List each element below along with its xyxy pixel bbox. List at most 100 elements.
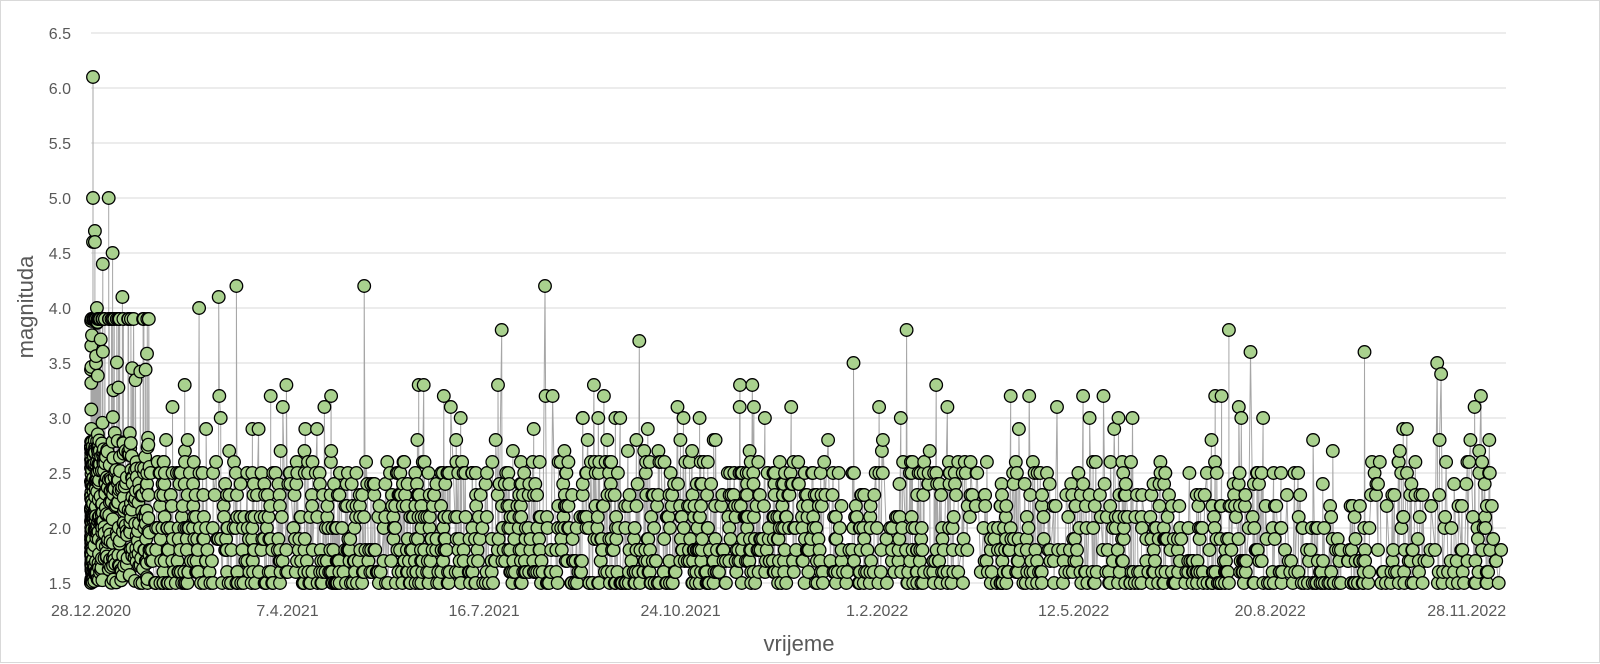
data-point: [1372, 455, 1387, 469]
data-point: [746, 400, 761, 414]
data-point: [791, 477, 806, 491]
data-point: [1486, 532, 1501, 546]
data-point: [141, 312, 156, 326]
data-point: [1048, 499, 1063, 513]
data-point: [1438, 510, 1453, 524]
data-point: [1494, 543, 1509, 557]
data-point: [875, 466, 890, 480]
data-point: [1482, 466, 1497, 480]
data-point: [486, 576, 500, 590]
y-tick-label: 1.5: [49, 576, 71, 593]
data-point: [872, 400, 887, 414]
data-point: [632, 334, 647, 348]
data-point: [1124, 455, 1138, 469]
data-point: [1174, 532, 1189, 546]
data-point: [1103, 499, 1118, 513]
data-point: [956, 576, 970, 590]
data-point: [349, 466, 364, 480]
data-point: [779, 576, 794, 590]
data-point: [1447, 477, 1462, 491]
data-point: [485, 455, 500, 469]
data-point: [1088, 455, 1103, 469]
data-point: [1034, 576, 1049, 590]
data-point: [505, 444, 520, 458]
data-point: [1434, 367, 1449, 381]
data-point: [596, 389, 611, 403]
data-point: [1432, 433, 1447, 447]
data-point: [1412, 510, 1427, 524]
data-point: [324, 444, 339, 458]
data-point: [622, 488, 637, 502]
data-points-layer: [84, 70, 1509, 590]
data-point: [95, 257, 110, 271]
data-point: [746, 477, 761, 491]
data-point: [1410, 532, 1425, 546]
y-tick-label: 5.0: [49, 191, 71, 208]
data-point: [1086, 521, 1101, 535]
data-point: [1070, 543, 1084, 557]
data-point: [630, 477, 645, 491]
data-point: [1347, 510, 1362, 524]
data-point: [1009, 466, 1024, 480]
x-tick-label: 1.2.2022: [846, 603, 908, 620]
data-point: [410, 433, 425, 447]
data-point: [1484, 499, 1499, 513]
data-point: [274, 510, 289, 524]
x-axis-title: vrijeme: [764, 631, 835, 656]
data-point: [1481, 565, 1496, 579]
data-point: [1478, 521, 1493, 535]
data-point: [1267, 532, 1282, 546]
data-point: [1125, 411, 1140, 425]
data-point: [1317, 521, 1332, 535]
series-line: [90, 77, 1502, 584]
data-point: [87, 235, 102, 249]
data-point: [600, 433, 615, 447]
y-tick-label: 4.5: [49, 246, 71, 263]
data-point: [141, 511, 156, 526]
data-point: [629, 433, 644, 447]
data-point: [1202, 543, 1217, 557]
data-point: [873, 565, 888, 579]
data-point: [95, 344, 110, 359]
data-point: [84, 402, 99, 417]
data-point: [1362, 521, 1377, 535]
data-point: [1386, 543, 1401, 557]
data-point: [1254, 554, 1269, 568]
data-point: [538, 279, 552, 293]
data-point: [1011, 422, 1026, 436]
data-point: [651, 488, 666, 502]
data-point: [1243, 345, 1258, 359]
x-axis-ticks: 28.12.2020 7.4.2021 16.7.2021 24.10.2021 1.2…: [51, 603, 1506, 620]
data-point: [1463, 433, 1478, 447]
data-point: [357, 279, 372, 293]
data-point: [962, 510, 977, 524]
data-point: [777, 543, 792, 557]
data-point: [1221, 576, 1236, 590]
data-point: [1387, 488, 1402, 502]
data-point: [180, 433, 195, 447]
data-point: [443, 400, 458, 414]
data-point: [526, 422, 541, 436]
data-point: [1050, 400, 1064, 414]
data-point: [209, 455, 224, 469]
data-point: [192, 301, 207, 315]
data-point: [1415, 488, 1430, 502]
data-point: [867, 488, 882, 502]
data-point: [1371, 477, 1385, 491]
data-point: [229, 279, 244, 293]
data-point: [676, 521, 691, 535]
data-point: [893, 411, 908, 425]
data-point: [1231, 532, 1246, 546]
data-point: [914, 521, 929, 535]
data-point: [786, 565, 801, 579]
data-point: [1459, 477, 1474, 491]
data-point: [575, 411, 590, 425]
y-tick-label: 6.5: [49, 26, 71, 43]
data-point: [159, 433, 174, 447]
x-tick-label: 28.11.2022: [1427, 603, 1506, 620]
data-point: [1204, 433, 1219, 447]
y-tick-label: 2.0: [49, 521, 71, 538]
data-point: [1111, 411, 1126, 425]
data-point: [458, 510, 473, 524]
